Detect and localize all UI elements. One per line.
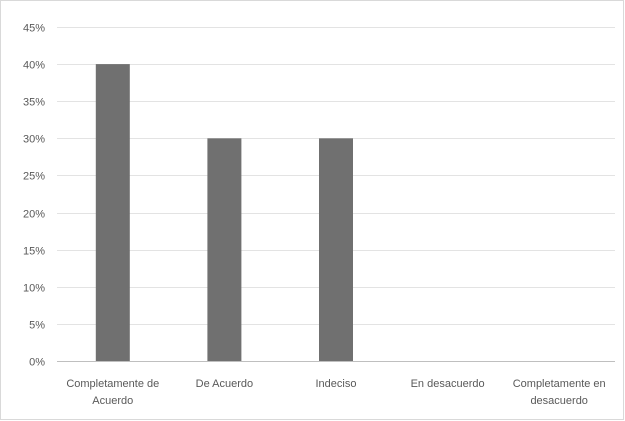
y-tick-label: 5% bbox=[29, 320, 45, 332]
x-tick-label: De Acuerdo bbox=[196, 378, 253, 390]
bar bbox=[207, 138, 242, 361]
y-tick-label: 45% bbox=[23, 23, 45, 35]
y-tick-label: 15% bbox=[23, 246, 45, 258]
x-tick-label-line: Completamente de bbox=[66, 378, 159, 390]
y-axis-ticks: 0% 5% 10% 15% 20% 25% 30% 35% 40% 45% bbox=[23, 23, 45, 369]
x-tick-label: Completamente de Acuerdo bbox=[66, 378, 159, 407]
y-tick-label: 35% bbox=[23, 97, 45, 109]
x-tick-label-line: desacuerdo bbox=[530, 395, 588, 407]
y-tick-label: 10% bbox=[23, 283, 45, 295]
y-tick-label: 30% bbox=[23, 134, 45, 146]
x-tick-label-line: En desacuerdo bbox=[411, 378, 485, 390]
x-axis-labels: Completamente de Acuerdo De Acuerdo Indecis… bbox=[66, 378, 605, 407]
x-tick-label-line: Acuerdo bbox=[92, 395, 133, 407]
x-tick-label: Completamente en desacuerdo bbox=[513, 378, 606, 407]
x-tick-label-line: De Acuerdo bbox=[196, 378, 253, 390]
y-tick-label: 25% bbox=[23, 171, 45, 183]
x-tick-label: Indeciso bbox=[316, 378, 357, 390]
y-tick-label: 0% bbox=[29, 357, 45, 369]
y-tick-label: 40% bbox=[23, 60, 45, 72]
x-tick-label-line: Completamente en bbox=[513, 378, 606, 390]
x-tick-label: En desacuerdo bbox=[411, 378, 485, 390]
bars bbox=[95, 64, 353, 361]
bar bbox=[95, 64, 130, 361]
bar bbox=[319, 138, 353, 361]
x-tick-label-line: Indeciso bbox=[316, 378, 357, 390]
y-tick-label: 20% bbox=[23, 209, 45, 221]
